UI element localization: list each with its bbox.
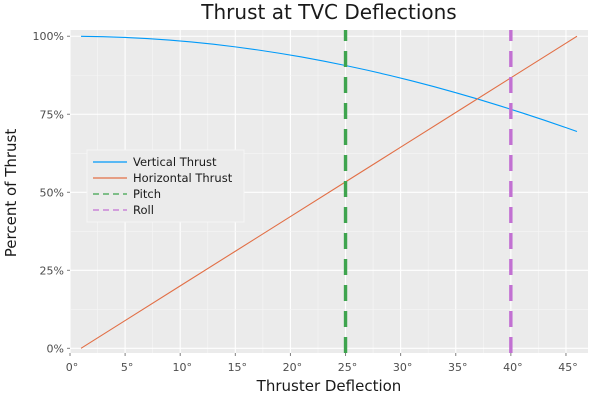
chart-title: Thrust at TVC Deflections [200,0,456,24]
x-tick-label: 35° [448,361,468,374]
x-tick-label: 20° [283,361,303,374]
x-tick-label: 45° [558,361,578,374]
series-line-vertical-thrust [81,35,578,133]
legend-label-horizontal-thrust: Horizontal Thrust [133,171,233,185]
x-tick-label: 0° [66,361,79,374]
y-axis-label: Percent of Thrust [2,129,20,258]
series-layer [80,30,578,353]
x-tick-label: 30° [393,361,413,374]
x-tick-label: 5° [121,361,134,374]
x-tick-label: 25° [338,361,358,374]
legend-label-vertical-thrust: Vertical Thrust [133,155,217,169]
legend: Vertical Thrust Horizontal Thrust Pitch Rol… [86,149,245,223]
y-tick-label: 75% [40,108,64,121]
x-tick-label: 10° [172,361,192,374]
x-tick-label: 40° [503,361,523,374]
x-axis-label: Thruster Deflection [256,377,402,395]
legend-label-roll: Roll [133,203,154,217]
y-tick-label: 0% [47,342,64,355]
x-tick-label: 15° [228,361,248,374]
y-tick-label: 100% [33,30,64,43]
y-tick-label: 25% [40,264,64,277]
legend-label-pitch: Pitch [133,187,161,201]
y-tick-label: 50% [40,186,64,199]
